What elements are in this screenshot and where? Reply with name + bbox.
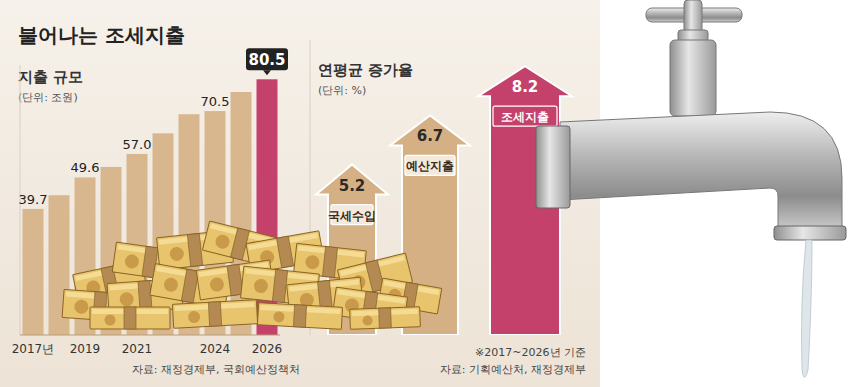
band — [208, 302, 221, 327]
label-pointer — [263, 70, 271, 75]
money-bundle — [350, 307, 421, 329]
band — [227, 264, 243, 295]
source: 자료: 재정경제부, 국회예산정책처 — [132, 363, 300, 376]
band — [293, 305, 306, 328]
portrait — [362, 315, 372, 325]
money-pile — [62, 221, 442, 329]
category-label: 국세수입 — [328, 209, 376, 223]
portrait — [273, 311, 285, 323]
tick-label: 2019 — [70, 342, 101, 356]
data-label: 6.7 — [417, 127, 444, 145]
band — [322, 246, 337, 277]
water-drip — [802, 240, 813, 378]
background — [0, 0, 600, 387]
faucet-stem — [670, 40, 716, 116]
arrow — [478, 66, 572, 335]
band — [276, 236, 293, 268]
portrait — [169, 246, 184, 261]
portrait — [105, 315, 116, 326]
subtitle: 지출 규모 — [18, 68, 83, 86]
band — [187, 233, 202, 266]
note: ※2017~2026년 기준 — [475, 346, 586, 359]
faucet — [536, 0, 846, 378]
bars — [23, 79, 278, 335]
money-bundle — [257, 303, 342, 329]
bill — [350, 307, 421, 329]
category-box — [405, 155, 455, 175]
faucet-body — [560, 112, 842, 232]
portrait — [305, 254, 320, 269]
band — [379, 308, 392, 328]
page: {"chart_data": [ {"type": "bar", "title"… — [0, 0, 860, 387]
axis-label: (단위: %) — [318, 84, 366, 97]
baseline — [20, 335, 280, 336]
bar — [23, 209, 44, 335]
title: 불어나는 조세지출 — [18, 23, 185, 47]
faucet-nut — [536, 126, 570, 208]
portrait — [214, 233, 231, 250]
data-label: 80.5 — [248, 51, 285, 69]
portrait — [253, 278, 268, 293]
category-box — [493, 106, 557, 126]
subtitle: 연평균 증가율 — [318, 61, 413, 79]
money-bundle — [172, 300, 257, 328]
faucet-mouth — [774, 226, 846, 240]
portrait — [188, 311, 201, 324]
category-label: 예산지출 — [406, 159, 454, 173]
portrait — [209, 277, 225, 293]
tick-label: 2017년 — [12, 342, 55, 356]
source: 자료: 기획예산처, 재정경제부 — [440, 363, 586, 376]
bill — [257, 303, 342, 329]
axis-label: (단위: 조원) — [18, 91, 78, 104]
bill — [90, 307, 170, 329]
arrows — [316, 66, 572, 335]
portrait — [119, 292, 134, 307]
data-label: 39.7 — [19, 192, 48, 207]
data-label: 8.2 — [512, 78, 539, 96]
faucet-handle — [684, 0, 702, 34]
portrait — [74, 299, 89, 314]
tick-label: 2024 — [200, 342, 231, 356]
band — [124, 307, 136, 329]
bill — [172, 300, 257, 328]
band — [181, 269, 198, 303]
portrait — [163, 277, 179, 293]
portrait — [124, 254, 140, 270]
infographic: 불어나는 조세지출지출 규모 (단위: 조원) 연평균 증가율 (단위: %) 39.7… — [0, 0, 860, 387]
label-box — [246, 48, 288, 70]
band — [272, 269, 287, 302]
category-label: 조세지출 — [501, 110, 549, 124]
data-label: 57.0 — [123, 137, 152, 152]
data-label: 49.6 — [71, 160, 100, 175]
tick-label: 2026 — [252, 342, 283, 356]
money-bundle — [90, 307, 170, 329]
data-label: 5.2 — [339, 177, 366, 195]
tick-label: 2021 — [122, 342, 153, 356]
data-label: 70.5 — [201, 94, 230, 109]
